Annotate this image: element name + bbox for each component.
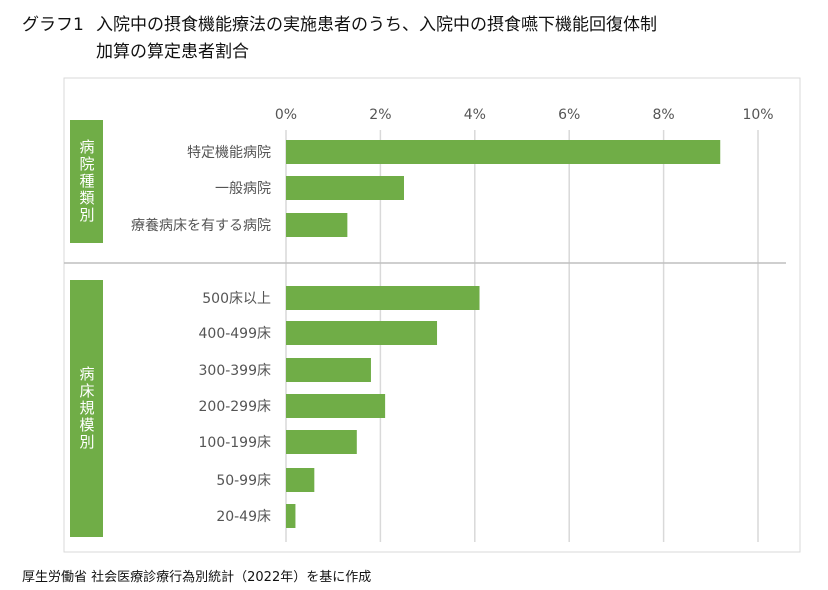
- x-tick-label: 0%: [275, 107, 297, 123]
- category-label: 400-499床: [199, 326, 272, 342]
- chart-title-line2: 加算の算定患者割合: [96, 42, 249, 62]
- bar: [286, 286, 480, 310]
- group-label-box: [70, 120, 103, 243]
- bar: [286, 213, 348, 237]
- bar: [286, 358, 371, 382]
- x-tick-label: 10%: [742, 107, 773, 123]
- category-label: 一般病院: [215, 181, 271, 197]
- x-tick-label: 4%: [464, 107, 486, 123]
- chart-title-line1: 入院中の摂食機能療法の実施患者のうち、入院中の摂食嚥下機能回復体制: [96, 15, 657, 35]
- bar: [286, 394, 386, 418]
- chart-title-prefix: グラフ1: [22, 15, 84, 35]
- category-label: 20-49床: [216, 509, 271, 525]
- group-label: 病院種類別: [78, 139, 96, 224]
- category-label: 200-299床: [199, 399, 272, 415]
- source-note: 厚生労働省 社会医療診療行為別統計（2022年）を基に作成: [22, 570, 372, 585]
- bar: [286, 430, 357, 454]
- category-label: 100-199床: [199, 435, 272, 451]
- category-label: 300-399床: [199, 363, 272, 379]
- category-label: 特定機能病院: [187, 145, 271, 161]
- bar: [286, 140, 721, 164]
- bar: [286, 321, 438, 345]
- plot-frame: [63, 77, 801, 553]
- category-label: 療養病床を有する病院: [131, 217, 271, 234]
- x-tick-label: 2%: [369, 107, 391, 123]
- group-label: 病床規模別: [78, 366, 96, 451]
- group-label-box: [70, 280, 103, 537]
- x-tick-label: 8%: [652, 107, 674, 123]
- category-label: 50-99床: [216, 473, 271, 489]
- bar: [286, 504, 296, 528]
- category-label: 500床以上: [202, 291, 271, 307]
- bar: [286, 176, 404, 200]
- x-tick-label: 6%: [558, 107, 580, 123]
- bar: [286, 468, 315, 492]
